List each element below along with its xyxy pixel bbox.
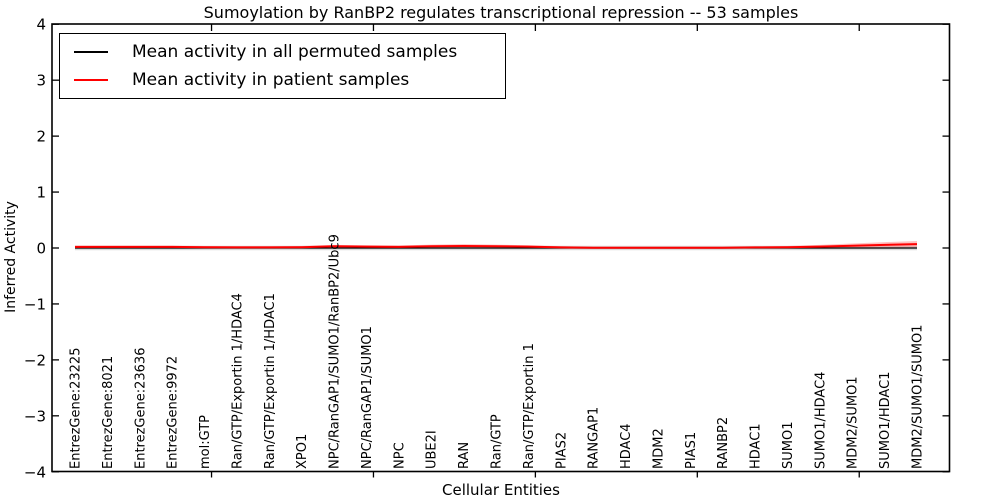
x-tick-label: SUMO1/HDAC4 [813, 372, 828, 469]
y-tick-label: 0 [36, 240, 46, 258]
x-tick-label: RANBP2 [716, 417, 731, 469]
legend-label-permuted: Mean activity in all permuted samples [132, 42, 458, 62]
x-tick-label: SUMO1/HDAC1 [878, 372, 893, 469]
y-tick-label: −1 [24, 295, 46, 313]
x-tick-label: EntrezGene:8021 [101, 356, 116, 469]
x-axis-title: Cellular Entities [442, 481, 560, 499]
x-tick-label: EntrezGene:9972 [166, 356, 181, 469]
y-tick-label: 2 [36, 128, 46, 146]
legend-label-patient: Mean activity in patient samples [132, 70, 410, 90]
x-tick-label: HDAC1 [749, 423, 764, 469]
x-tick-label: NPC/RanGAP1/SUMO1 [360, 326, 375, 469]
permuted-line-swatch [74, 50, 108, 54]
y-tick-label: −4 [24, 463, 46, 481]
x-tick-label: NPC/RanGAP1/SUMO1/RanBP2/Ubc9 [328, 234, 343, 469]
x-tick-label: UBE2I [425, 430, 440, 469]
patient-line-swatch [74, 78, 108, 82]
x-tick-label: SUMO1 [781, 422, 796, 470]
y-tick-label: −2 [24, 351, 46, 369]
y-tick-label: 3 [36, 72, 46, 90]
x-tick-label: PIAS1 [684, 432, 699, 469]
x-tick-label: Ran/GTP/Exportin 1 [522, 343, 537, 469]
x-tick-label: Ran/GTP [490, 414, 505, 469]
x-tick-label: RANGAP1 [587, 407, 602, 469]
x-tick-label: Ran/GTP/Exportin 1/HDAC4 [230, 293, 245, 469]
x-tick-label: HDAC4 [619, 423, 634, 469]
legend: Mean activity in all permuted samples Me… [59, 33, 506, 99]
chart-title: Sumoylation by RanBP2 regulates transcri… [203, 3, 799, 22]
x-tick-label: PIAS2 [554, 432, 569, 469]
patient-mean-line [75, 243, 918, 249]
x-tick-label: mol:GTP [198, 415, 213, 469]
x-tick-label: RAN [457, 442, 472, 469]
x-tick-label: MDM2/SUMO1 [846, 376, 861, 469]
legend-entry-permuted: Mean activity in all permuted samples [74, 42, 505, 62]
legend-entry-patient: Mean activity in patient samples [74, 70, 505, 90]
x-tick-label: EntrezGene:23636 [133, 348, 148, 469]
x-tick-label: EntrezGene:23225 [69, 348, 84, 469]
x-tick-label: Ran/GTP/Exportin 1/HDAC1 [263, 293, 278, 469]
x-tick-label: MDM2/SUMO1/SUMO1 [911, 325, 926, 469]
y-tick-label: 1 [36, 184, 46, 202]
y-tick-label: −3 [24, 407, 46, 425]
y-tick-label: 4 [36, 16, 46, 34]
x-tick-label: MDM2 [651, 428, 666, 469]
x-tick-label: NPC [392, 442, 407, 469]
x-tick-label: XPO1 [295, 434, 310, 469]
